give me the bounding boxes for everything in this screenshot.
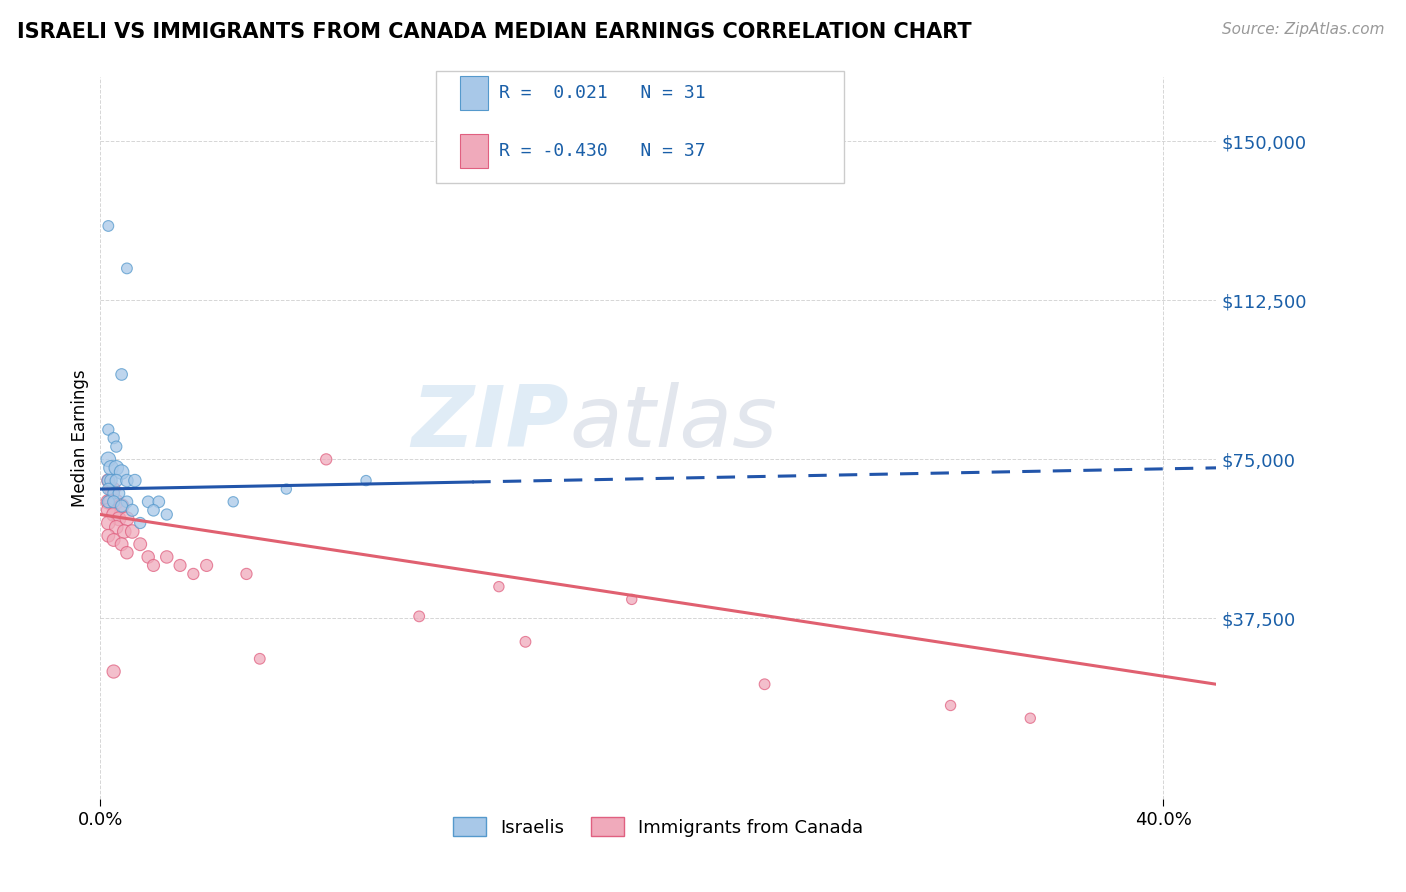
Point [754,677,776,691]
Text: ISRAELI VS IMMIGRANTS FROM CANADA MEDIAN EARNINGS CORRELATION CHART: ISRAELI VS IMMIGRANTS FROM CANADA MEDIAN… [17,22,972,42]
Point [105,474,128,488]
Point [129,516,152,530]
Point [354,474,377,488]
Point [103,495,125,509]
Point [105,495,128,509]
Point [115,474,138,488]
Point [97,503,120,517]
Point [148,495,170,509]
Text: ZIP: ZIP [412,382,569,466]
Point [97,474,120,488]
Point [112,524,135,539]
Point [129,537,152,551]
Point [110,465,132,479]
Point [939,698,962,713]
Point [103,431,125,445]
Point [515,635,537,649]
Point [97,452,120,467]
Text: R =  0.021   N = 31: R = 0.021 N = 31 [499,84,706,102]
Text: atlas: atlas [569,382,778,466]
Point [103,482,125,496]
Point [121,503,143,517]
Point [103,665,125,679]
Point [97,219,120,233]
Point [100,495,122,509]
Point [249,652,271,666]
Point [103,508,125,522]
Point [97,474,120,488]
Point [195,558,218,573]
Point [169,558,191,573]
Point [110,537,132,551]
Point [105,460,128,475]
Point [222,495,245,509]
Point [97,495,120,509]
Point [110,499,132,513]
Point [136,495,159,509]
Point [115,546,138,560]
Point [1019,711,1042,725]
Point [276,482,298,496]
Point [97,529,120,543]
Legend: Israelis, Immigrants from Canada: Israelis, Immigrants from Canada [446,810,870,844]
Point [115,512,138,526]
Point [97,423,120,437]
Point [235,566,257,581]
Point [142,558,165,573]
Point [183,566,205,581]
Point [108,486,131,500]
Point [108,512,131,526]
Point [121,524,143,539]
Point [488,580,510,594]
Text: R = -0.430   N = 37: R = -0.430 N = 37 [499,142,706,160]
Point [105,440,128,454]
Point [110,499,132,513]
Point [105,520,128,534]
Point [142,503,165,517]
Point [115,261,138,276]
Text: Source: ZipAtlas.com: Source: ZipAtlas.com [1222,22,1385,37]
Point [100,474,122,488]
Point [103,486,125,500]
Point [97,482,120,496]
Point [136,549,159,564]
Point [315,452,337,467]
Point [156,549,179,564]
Point [103,533,125,547]
Point [408,609,430,624]
Point [124,474,146,488]
Point [97,495,120,509]
Point [100,460,122,475]
Point [156,508,179,522]
Point [110,368,132,382]
Point [97,516,120,530]
Y-axis label: Median Earnings: Median Earnings [72,369,89,507]
Point [100,482,122,496]
Point [115,495,138,509]
Point [620,592,643,607]
